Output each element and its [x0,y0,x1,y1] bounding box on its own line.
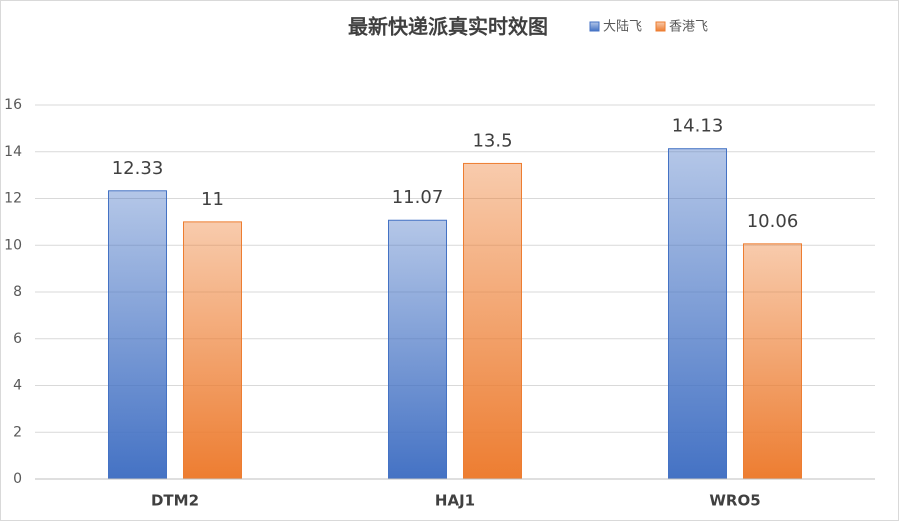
legend-label: 香港飞 [669,20,708,35]
x-tick-label: WRO5 [709,492,760,510]
value-label: 14.13 [672,116,724,137]
y-tick-label: 2 [13,424,22,440]
value-label: 10.06 [747,211,799,232]
value-label: 13.5 [472,130,512,151]
value-label: 11.07 [392,187,444,208]
y-tick-label: 8 [13,284,22,300]
value-label: 11 [201,189,224,210]
value-label: 12.33 [112,158,164,179]
x-tick-label: DTM2 [151,492,199,510]
bar [388,219,447,480]
bar [183,221,242,480]
bar [668,148,727,480]
y-tick-label: 0 [13,471,22,487]
y-tick-label: 10 [4,237,22,253]
legend-swatch [589,21,600,32]
y-tick-label: 6 [13,331,22,347]
legend-label: 大陆飞 [603,19,642,35]
bar [463,162,522,480]
x-tick-label: HAJ1 [435,492,475,510]
chart-title: 最新快递派真实时效图 [348,15,548,39]
y-tick-label: 12 [4,191,22,207]
y-tick-label: 16 [4,97,22,113]
y-tick-label: 4 [13,378,22,394]
bar [743,243,802,480]
legend-swatch [655,21,666,32]
y-tick-label: 14 [4,144,22,160]
bar [108,190,167,480]
